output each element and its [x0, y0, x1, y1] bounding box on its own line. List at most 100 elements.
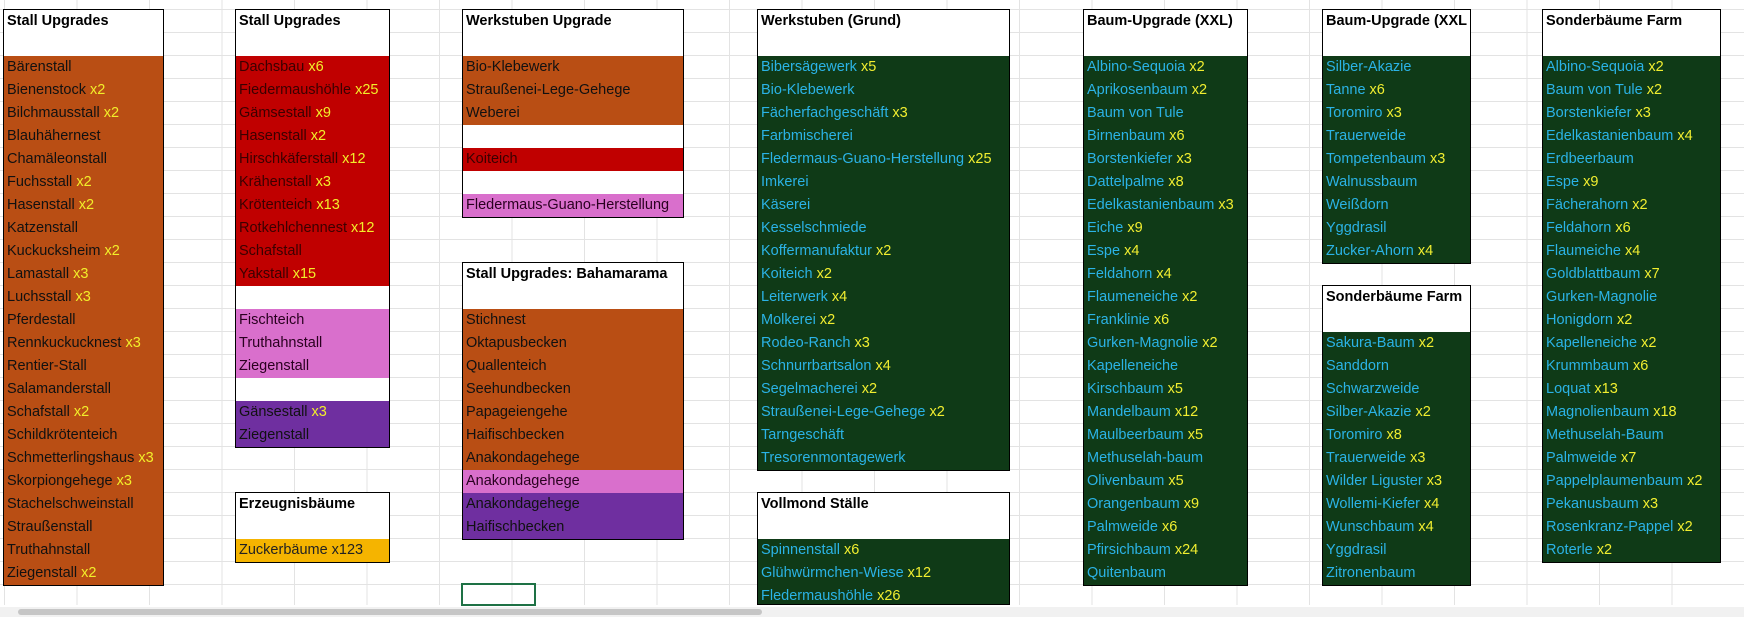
cell-row[interactable]: [236, 286, 389, 309]
cell-row[interactable]: Fledermaus-Guano-Herstellung: [463, 194, 683, 217]
cell-row[interactable]: Seehundbecken: [463, 378, 683, 401]
cell-row[interactable]: Maulbeerbaum x5: [1084, 424, 1247, 447]
cell-row[interactable]: Bärenstall: [4, 56, 163, 79]
cell-row[interactable]: Rennkuckucknest x3: [4, 332, 163, 355]
cell-row[interactable]: Erdbeerbaum: [1543, 148, 1720, 171]
cell-row[interactable]: Birnenbaum x6: [1084, 125, 1247, 148]
cell-row[interactable]: Trauerweide x3: [1323, 447, 1470, 470]
cell-row[interactable]: Yggdrasil: [1323, 539, 1470, 562]
cell-row[interactable]: Krötenteich x13: [236, 194, 389, 217]
cell-row[interactable]: Rosenkranz-Pappel x2: [1543, 516, 1720, 539]
cell-row[interactable]: [236, 378, 389, 401]
cell-row[interactable]: Edelkastanienbaum x3: [1084, 194, 1247, 217]
cell-row[interactable]: Schmetterlingshaus x3: [4, 447, 163, 470]
cell-row[interactable]: Trauerweide: [1323, 125, 1470, 148]
cell-row[interactable]: Fischteich: [236, 309, 389, 332]
cell-row[interactable]: Silber-Akazie: [1323, 56, 1470, 79]
cell-row[interactable]: Krummbaum x6: [1543, 355, 1720, 378]
cell-row[interactable]: Dattelpalme x8: [1084, 171, 1247, 194]
cell-row[interactable]: Gurken-Magnolie: [1543, 286, 1720, 309]
cell-row[interactable]: Fächerahorn x2: [1543, 194, 1720, 217]
cell-row[interactable]: Käserei: [758, 194, 1009, 217]
cell-row[interactable]: Wilder Liguster x3: [1323, 470, 1470, 493]
cell-row[interactable]: [463, 125, 683, 148]
cell-row[interactable]: Weberei: [463, 102, 683, 125]
cell-row[interactable]: Kuckucksheim x2: [4, 240, 163, 263]
cell-row[interactable]: Ziegenstall x2: [4, 562, 163, 585]
cell-row[interactable]: Bio-Klebewerk: [463, 56, 683, 79]
cell-row[interactable]: Baum von Tule x2: [1543, 79, 1720, 102]
cell-row[interactable]: Haifischbecken: [463, 424, 683, 447]
cell-row[interactable]: Palmweide x7: [1543, 447, 1720, 470]
cell-row[interactable]: Feldahorn x6: [1543, 217, 1720, 240]
cell-row[interactable]: Ziegenstall: [236, 355, 389, 378]
cell-row[interactable]: Fächerfachgeschäft x3: [758, 102, 1009, 125]
cell-row[interactable]: Goldblattbaum x7: [1543, 263, 1720, 286]
cell-row[interactable]: Feldahorn x4: [1084, 263, 1247, 286]
cell-row[interactable]: Pappelplaumenbaum x2: [1543, 470, 1720, 493]
cell-row[interactable]: Tarngeschäft: [758, 424, 1009, 447]
cell-row[interactable]: Zuckerbäume x123: [236, 539, 389, 562]
cell-row[interactable]: Wunschbaum x4: [1323, 516, 1470, 539]
cell-row[interactable]: Truthahnstall: [236, 332, 389, 355]
cell-row[interactable]: Hirschkäferstall x12: [236, 148, 389, 171]
cell-row[interactable]: Schildkrötenteich: [4, 424, 163, 447]
cell-row[interactable]: Tanne x6: [1323, 79, 1470, 102]
cell-row[interactable]: Weißdorn: [1323, 194, 1470, 217]
cell-row[interactable]: Schwarzweide: [1323, 378, 1470, 401]
cell-row[interactable]: Imkerei: [758, 171, 1009, 194]
cell-row[interactable]: [463, 171, 683, 194]
cell-row[interactable]: Methuselah-Baum: [1543, 424, 1720, 447]
cell-row[interactable]: Papageiengehe: [463, 401, 683, 424]
cell-row[interactable]: Fledermaus-Guano-Herstellung x25: [758, 148, 1009, 171]
cell-row[interactable]: Pfirsichbaum x24: [1084, 539, 1247, 562]
cell-row[interactable]: Koffermanufaktur x2: [758, 240, 1009, 263]
cell-row[interactable]: Borstenkiefer x3: [1543, 102, 1720, 125]
cell-row[interactable]: Straußenstall: [4, 516, 163, 539]
cell-row[interactable]: Rotkehlchennest x12: [236, 217, 389, 240]
cell-row[interactable]: Anakondagehege: [463, 447, 683, 470]
cell-row[interactable]: Honigdorn x2: [1543, 309, 1720, 332]
cell-row[interactable]: Krähenstall x3: [236, 171, 389, 194]
cell-row[interactable]: Toromiro x3: [1323, 102, 1470, 125]
cell-row[interactable]: Bibersägewerk x5: [758, 56, 1009, 79]
cell-row[interactable]: Quitenbaum: [1084, 562, 1247, 585]
cell-row[interactable]: Tresorenmontagewerk: [758, 447, 1009, 470]
cell-row[interactable]: Baum von Tule: [1084, 102, 1247, 125]
cell-row[interactable]: Skorpiongehege x3: [4, 470, 163, 493]
cell-row[interactable]: Eiche x9: [1084, 217, 1247, 240]
cell-row[interactable]: Fiedermaushöhle x25: [236, 79, 389, 102]
cell-row[interactable]: Kapelleneiche: [1084, 355, 1247, 378]
cell-row[interactable]: Wollemi-Kiefer x4: [1323, 493, 1470, 516]
cell-row[interactable]: Kapelleneiche x2: [1543, 332, 1720, 355]
cell-row[interactable]: Rodeo-Ranch x3: [758, 332, 1009, 355]
cell-row[interactable]: Kesselschmiede: [758, 217, 1009, 240]
cell-row[interactable]: Anakondagehege: [463, 493, 683, 516]
cell-row[interactable]: Loquat x13: [1543, 378, 1720, 401]
cell-row[interactable]: Bio-Klebewerk: [758, 79, 1009, 102]
cell-row[interactable]: Aprikosenbaum x2: [1084, 79, 1247, 102]
cell-row[interactable]: Yakstall x15: [236, 263, 389, 286]
cell-row[interactable]: Gämsestall x9: [236, 102, 389, 125]
cell-row[interactable]: Straußenei-Lege-Gehege x2: [758, 401, 1009, 424]
cell-row[interactable]: Quallenteich: [463, 355, 683, 378]
cell-row[interactable]: Leiterwerk x4: [758, 286, 1009, 309]
cell-row[interactable]: Molkerei x2: [758, 309, 1009, 332]
cell-row[interactable]: Pferdestall: [4, 309, 163, 332]
cell-row[interactable]: Magnolienbaum x18: [1543, 401, 1720, 424]
cell-row[interactable]: Koiteich x2: [758, 263, 1009, 286]
cell-row[interactable]: Fledermaushöhle x26: [758, 585, 1009, 604]
cell-row[interactable]: Ziegenstall: [236, 424, 389, 447]
cell-row[interactable]: Tompetenbaum x3: [1323, 148, 1470, 171]
cell-row[interactable]: Truthahnstall: [4, 539, 163, 562]
cell-row[interactable]: Stachelschweinstall: [4, 493, 163, 516]
cell-row[interactable]: Luchsstall x3: [4, 286, 163, 309]
cell-row[interactable]: Fuchsstall x2: [4, 171, 163, 194]
cell-row[interactable]: Koiteich: [463, 148, 683, 171]
cell-row[interactable]: Pekanusbaum x3: [1543, 493, 1720, 516]
cell-row[interactable]: Olivenbaum x5: [1084, 470, 1247, 493]
cell-row[interactable]: Farbmischerei: [758, 125, 1009, 148]
cell-row[interactable]: Albino-Sequoia x2: [1543, 56, 1720, 79]
cell-row[interactable]: Yggdrasil: [1323, 217, 1470, 240]
cell-row[interactable]: Flaumeiche x4: [1543, 240, 1720, 263]
